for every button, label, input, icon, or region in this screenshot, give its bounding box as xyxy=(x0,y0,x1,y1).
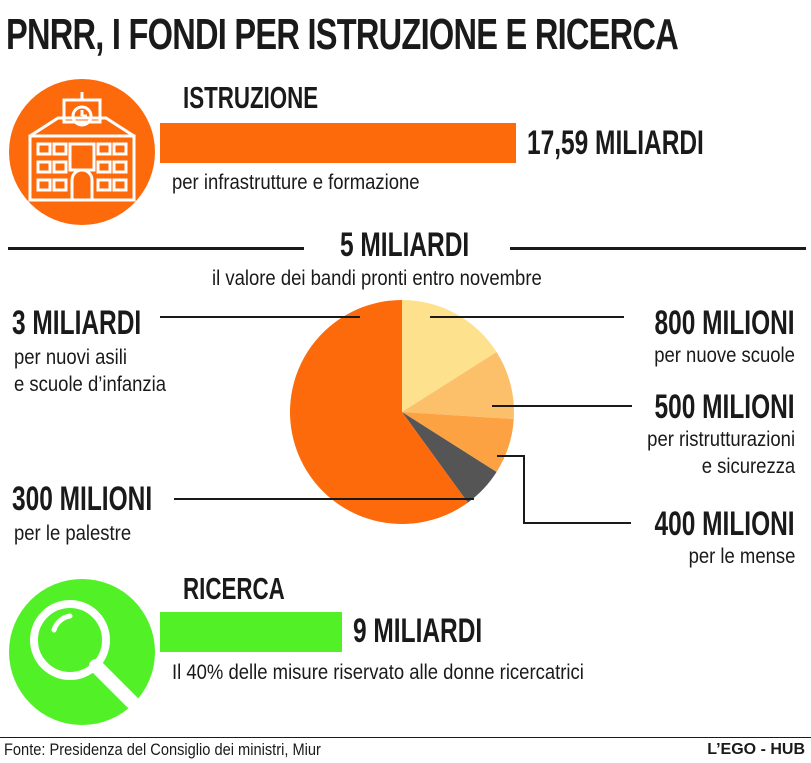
leader-scuole xyxy=(430,316,624,318)
leader-mense-a xyxy=(497,455,525,457)
divider-right xyxy=(510,247,806,250)
divider-left xyxy=(8,247,304,250)
footer-source: Fonte: Presidenza del Consiglio dei mini… xyxy=(4,740,321,759)
pie-slice-1 xyxy=(402,351,514,420)
palestre-amount: 300 MILIONI xyxy=(12,480,153,518)
ricerca-amount: 9 MILIARDI xyxy=(353,612,483,650)
asili-line1: per nuovi asili xyxy=(14,346,127,369)
palestre-line1: per le palestre xyxy=(14,522,132,545)
istruzione-heading: ISTRUZIONE xyxy=(183,80,319,115)
asili-amount: 3 MILIARDI xyxy=(12,304,142,342)
ristrutt-amount: 500 MILIONI xyxy=(654,388,795,426)
leader-palestre xyxy=(174,498,474,500)
pie-slice-0 xyxy=(402,300,497,412)
ristrutt-line1: per ristrutturazioni xyxy=(647,428,795,451)
page-title: PNRR, I FONDI PER ISTRUZIONE E RICERCA xyxy=(6,10,679,59)
leader-asili xyxy=(160,316,360,318)
footer-brand: L’EGO - HUB xyxy=(707,741,805,758)
footer-rule xyxy=(0,737,811,738)
leader-ristrutt xyxy=(492,405,632,407)
pie-chart xyxy=(290,300,514,524)
pie-slice-4 xyxy=(290,300,468,524)
leader-mense-b xyxy=(523,455,525,524)
bandi-amount: 5 MILIARDI xyxy=(340,226,470,264)
ristrutt-line2: e sicurezza xyxy=(701,455,795,478)
pie-slice-3 xyxy=(402,412,497,503)
istruzione-desc: per infrastrutture e formazione xyxy=(172,171,420,194)
mense-amount: 400 MILIONI xyxy=(654,505,795,543)
istruzione-amount: 17,59 MILIARDI xyxy=(527,124,704,162)
mense-line1: per le mense xyxy=(688,545,795,568)
asili-line2: e scuole d’infanzia xyxy=(14,373,167,396)
ricerca-desc: Il 40% delle misure riservato alle donne… xyxy=(172,661,584,684)
leader-mense-c xyxy=(523,522,631,524)
scuole-line1: per nuove scuole xyxy=(654,344,795,367)
ricerca-heading: RICERCA xyxy=(183,571,285,606)
magnifier-icon xyxy=(9,579,155,725)
istruzione-bar xyxy=(160,123,516,163)
pie-slice-2 xyxy=(402,412,514,473)
bandi-desc: il valore dei bandi pronti entro novembr… xyxy=(212,267,542,290)
scuole-amount: 800 MILIONI xyxy=(654,304,795,342)
ricerca-bar xyxy=(160,612,342,652)
school-building-icon xyxy=(9,79,155,225)
